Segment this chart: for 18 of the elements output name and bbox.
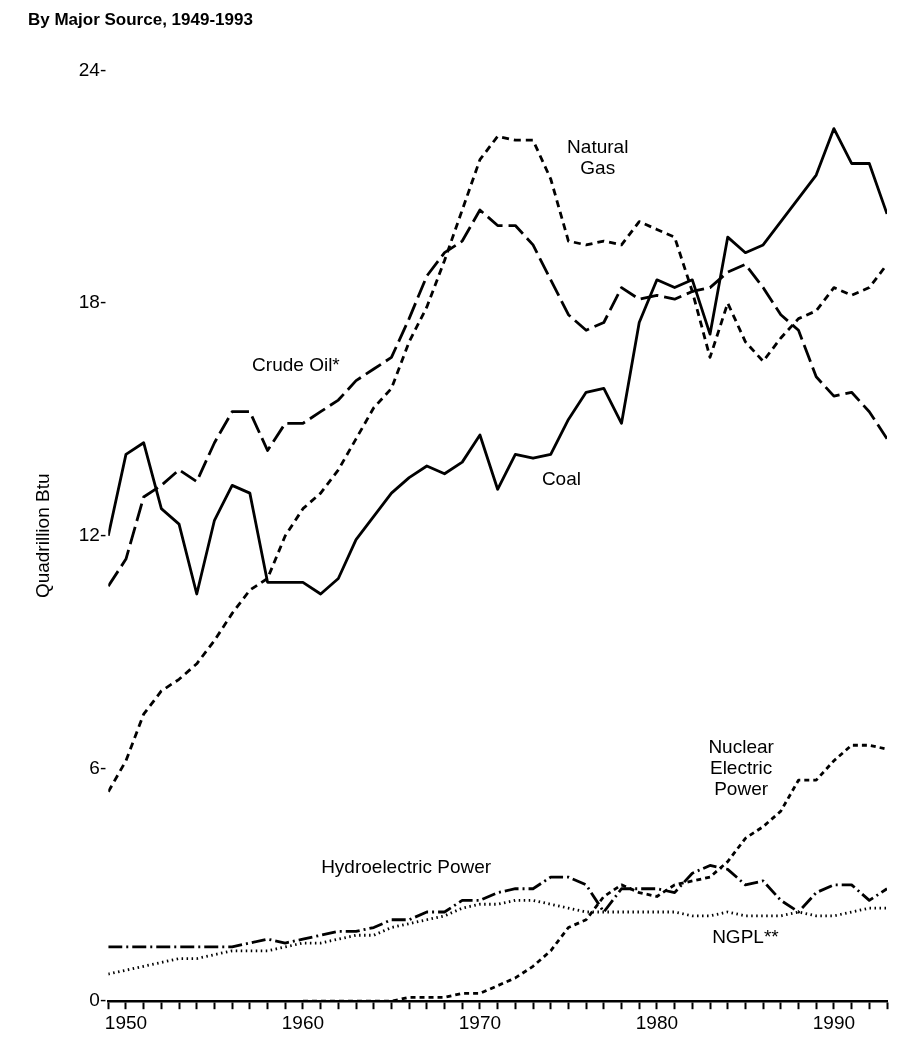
x-tick-label: 1950 — [104, 1011, 148, 1033]
series-label: Nuclear Electric Power — [708, 735, 775, 799]
y-tick-label: 0- — [89, 989, 107, 1011]
chart-title: By Major Source, 1949-1993 — [28, 9, 253, 29]
x-tick-label: 1980 — [635, 1011, 679, 1033]
series-label: Coal — [541, 467, 581, 489]
y-tick-label: 6- — [89, 756, 107, 778]
x-tick-label: 1970 — [458, 1011, 502, 1033]
series-label: Natural Gas — [567, 135, 629, 178]
x-tick-label: 1960 — [281, 1011, 325, 1033]
y-axis-title: Quadrillion Btu — [31, 473, 53, 599]
x-tick-label: 1990 — [812, 1011, 856, 1033]
series-label: Hydroelectric Power — [321, 855, 492, 877]
series-label: Crude Oil* — [252, 353, 341, 375]
y-tick-label: 18- — [78, 291, 107, 313]
series-label: NGPL** — [712, 926, 780, 948]
y-tick-label: 24- — [78, 58, 107, 80]
y-tick-label: 12- — [78, 524, 107, 546]
